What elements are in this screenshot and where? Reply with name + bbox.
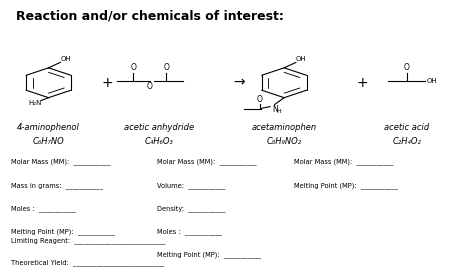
Text: H₂N: H₂N — [28, 100, 41, 106]
Text: acetic anhydride: acetic anhydride — [124, 123, 194, 132]
Text: H: H — [276, 109, 281, 114]
Text: Moles :  ___________: Moles : ___________ — [11, 205, 76, 212]
Text: +: + — [356, 76, 368, 90]
Text: O: O — [404, 63, 410, 72]
Text: OH: OH — [427, 78, 437, 84]
Text: Molar Mass (MM):  ___________: Molar Mass (MM): ___________ — [157, 159, 256, 165]
Text: C₈H₉NO₂: C₈H₉NO₂ — [266, 136, 301, 145]
Text: Limiting Reagent:  ___________________________: Limiting Reagent: ______________________… — [11, 237, 165, 244]
Text: Density:  ___________: Density: ___________ — [157, 205, 225, 212]
Text: O: O — [130, 63, 136, 72]
Text: N: N — [272, 105, 278, 114]
Text: Mass in grams:  ___________: Mass in grams: ___________ — [11, 182, 103, 189]
Text: OH: OH — [60, 56, 71, 62]
Text: 4-aminophenol: 4-aminophenol — [17, 123, 80, 132]
Text: O: O — [257, 95, 263, 104]
Text: →: → — [234, 76, 245, 90]
Text: C₆H₇NO: C₆H₇NO — [33, 136, 64, 145]
Text: Melting Point (MP):  ___________: Melting Point (MP): ___________ — [157, 251, 261, 258]
Text: Molar Mass (MM):  ___________: Molar Mass (MM): ___________ — [11, 159, 110, 165]
Text: Melting Point (MP):  ___________: Melting Point (MP): ___________ — [293, 182, 398, 189]
Text: Melting Point (MP):  ___________: Melting Point (MP): ___________ — [11, 228, 115, 235]
Text: +: + — [101, 76, 113, 90]
Text: O: O — [164, 63, 169, 72]
Text: Moles :  ___________: Moles : ___________ — [157, 228, 222, 235]
Text: OH: OH — [296, 56, 307, 62]
Text: O: O — [147, 82, 153, 91]
Text: C₂H₄O₂: C₂H₄O₂ — [392, 136, 421, 145]
Text: Molar Mass (MM):  ___________: Molar Mass (MM): ___________ — [293, 159, 393, 165]
Text: Reaction and/or chemicals of interest:: Reaction and/or chemicals of interest: — [16, 10, 283, 22]
Text: acetic acid: acetic acid — [384, 123, 429, 132]
Text: Theoretical Yield:  ___________________________: Theoretical Yield: _____________________… — [11, 259, 164, 266]
Text: acetaminophen: acetaminophen — [252, 123, 317, 132]
Text: C₄H₆O₃: C₄H₆O₃ — [145, 136, 173, 145]
Text: Volume:  ___________: Volume: ___________ — [157, 182, 225, 189]
